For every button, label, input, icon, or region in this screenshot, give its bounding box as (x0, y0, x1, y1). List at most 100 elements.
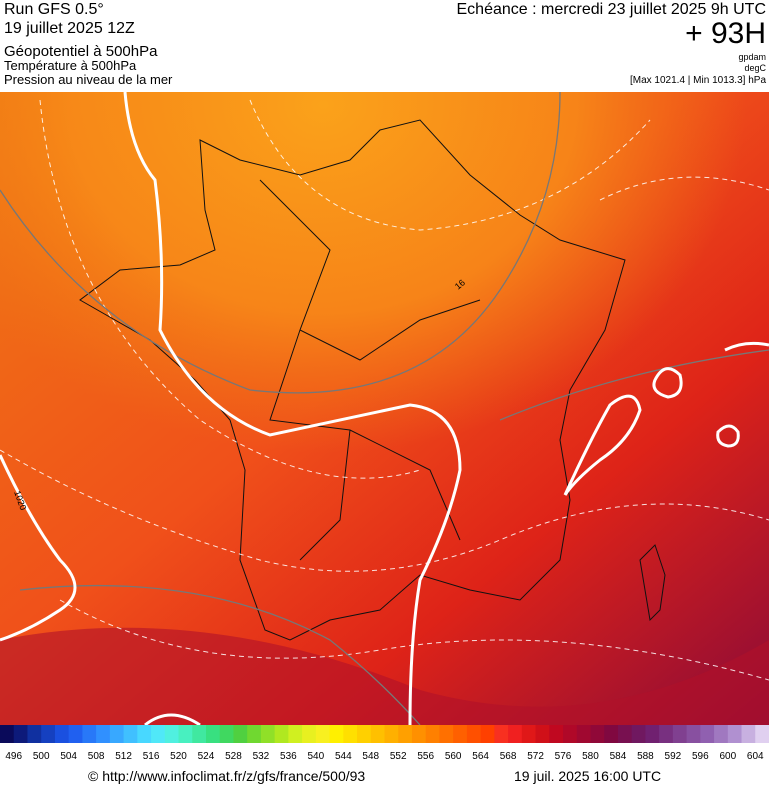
temperature-band (0, 627, 769, 725)
source-url[interactable]: © http://www.infoclimat.fr/z/gfs/france/… (88, 768, 365, 784)
color-swatch (219, 725, 234, 743)
scale-label: 580 (582, 751, 599, 762)
color-swatch (755, 725, 769, 743)
color-swatch (96, 725, 111, 743)
scale-label: 572 (527, 751, 544, 762)
color-swatch (714, 725, 729, 743)
color-swatch (727, 725, 743, 743)
scale-label: 532 (253, 751, 270, 762)
run-date: 19 juillet 2025 12Z (4, 20, 135, 37)
scale-label: 600 (719, 751, 736, 762)
color-swatch (700, 725, 715, 743)
coastline (79, 119, 626, 641)
color-swatch (494, 725, 509, 743)
color-swatch (54, 725, 70, 743)
header: Run GFS 0.5° 19 juillet 2025 12Z Géopote… (4, 1, 767, 87)
scale-label: 496 (5, 751, 22, 762)
color-swatch (549, 725, 564, 743)
color-swatch (439, 725, 454, 743)
scale-label: 528 (225, 751, 242, 762)
color-swatch (590, 725, 605, 743)
scale-label: 592 (665, 751, 682, 762)
color-swatch (205, 725, 221, 743)
scale-label: 544 (335, 751, 352, 762)
map: 16 1020 (0, 92, 769, 725)
color-swatch (329, 725, 344, 743)
unit: gpdam (738, 52, 766, 62)
scale-label: 512 (115, 751, 132, 762)
color-swatch (109, 725, 125, 743)
field: Température à 500hPa (4, 58, 137, 73)
scale-label: 500 (33, 751, 50, 762)
color-swatch (315, 725, 331, 743)
scale-label: 564 (472, 751, 489, 762)
color-swatch (604, 725, 619, 743)
color-swatch (274, 725, 289, 743)
scale-label: 552 (390, 751, 407, 762)
color-swatch (645, 725, 660, 743)
scale-label: 540 (307, 751, 324, 762)
color-swatch (508, 725, 523, 743)
color-swatch (137, 725, 152, 743)
scale-label: 508 (88, 751, 105, 762)
color-swatch (741, 725, 756, 743)
color-swatch (82, 725, 97, 743)
coastline (639, 544, 666, 622)
color-swatch (521, 725, 537, 743)
color-swatch (384, 725, 399, 743)
scale-label: 604 (747, 751, 764, 762)
color-swatch (480, 725, 495, 743)
pressure-range: [Max 1021.4 | Min 1013.3] hPa (630, 75, 766, 86)
run: Run GFS 0.5° (4, 1, 104, 18)
unit: degC (744, 63, 766, 73)
color-swatch (68, 725, 83, 743)
color-swatch (659, 725, 674, 743)
color-swatch (631, 725, 646, 743)
color-swatch (370, 725, 385, 743)
color-swatch (260, 725, 276, 743)
scale-label: 524 (198, 751, 215, 762)
generated-time: 19 juil. 2025 16:00 UTC (514, 768, 661, 784)
field: Pression au niveau de la mer (4, 72, 173, 87)
scale-label: 596 (692, 751, 709, 762)
scale-label: 588 (637, 751, 654, 762)
scale-label: 560 (445, 751, 462, 762)
scale-label: 520 (170, 751, 187, 762)
color-swatch (233, 725, 248, 743)
color-swatch (192, 725, 207, 743)
color-swatch (288, 725, 303, 743)
color-swatch (535, 725, 550, 743)
color-swatch (247, 725, 262, 743)
color-scale: 496 500 504 508 512 516 520 524 528 532 536 540 544 5… (0, 725, 769, 762)
scale-label: 516 (143, 751, 160, 762)
color-swatch (343, 725, 358, 743)
borders (259, 179, 481, 561)
color-swatch (151, 725, 166, 743)
color-swatch (398, 725, 413, 743)
valid-time: Echéance : mercredi 23 juillet 2025 9h U… (457, 1, 767, 18)
lead-time: + 93H (685, 17, 766, 50)
color-swatch (617, 725, 633, 743)
color-swatch (576, 725, 591, 743)
color-swatch (466, 725, 482, 743)
color-swatch (686, 725, 701, 743)
color-swatch (41, 725, 56, 743)
color-swatch (178, 725, 193, 743)
color-swatch (411, 725, 427, 743)
color-swatch (453, 725, 468, 743)
color-swatch (27, 725, 42, 743)
scale-label: 568 (500, 751, 517, 762)
field: Géopotentiel à 500hPa (4, 43, 158, 60)
scale-label: 548 (362, 751, 379, 762)
color-swatch (123, 725, 138, 743)
scale-label: 536 (280, 751, 297, 762)
color-swatch (13, 725, 28, 743)
scale-label: 584 (610, 751, 627, 762)
color-swatch (357, 725, 372, 743)
color-swatch (302, 725, 317, 743)
color-swatch (425, 725, 440, 743)
scale-label: 576 (555, 751, 572, 762)
contour-label: 16 (453, 277, 467, 291)
scale-label: 556 (417, 751, 434, 762)
